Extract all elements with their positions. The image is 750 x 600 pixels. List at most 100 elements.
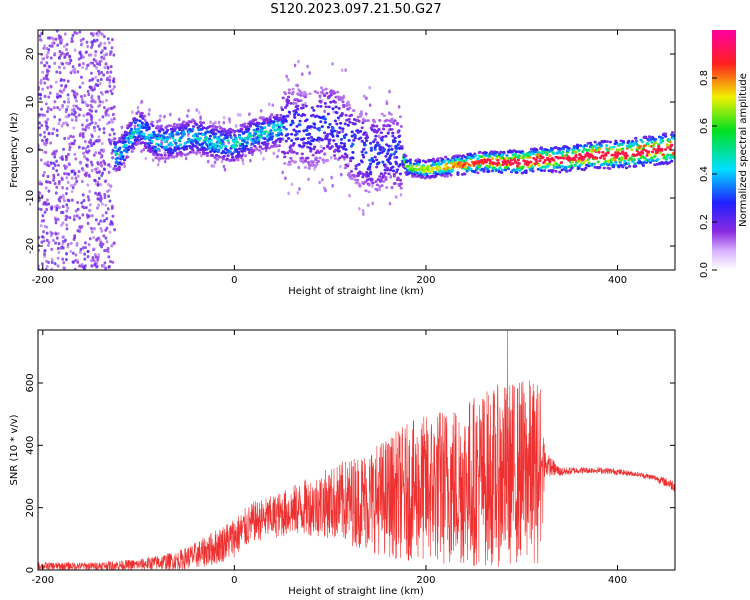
noise-cell [222, 120, 226, 125]
noise-cell [69, 183, 73, 188]
noise-cell [67, 199, 71, 203]
noise-cell [74, 115, 78, 119]
spectral-cell [113, 137, 117, 141]
noise-cell [77, 113, 81, 117]
spectral-cell [200, 144, 204, 148]
noise-cell [53, 262, 57, 266]
spectral-cell [564, 167, 568, 170]
noise-cell [81, 146, 85, 150]
spectral-cell [240, 154, 244, 158]
spectral-cell [548, 154, 552, 157]
noise-cell [90, 134, 94, 138]
spectral-cell [634, 164, 638, 168]
noise-cell [98, 151, 102, 155]
noise-cell [96, 182, 100, 187]
noise-cell [109, 184, 112, 188]
spectral-cell [641, 140, 645, 144]
spectral-cell [394, 150, 398, 154]
spectral-cell [369, 146, 373, 150]
spectral-cell [632, 158, 636, 162]
noise-cell [90, 121, 94, 125]
spectral-cell [584, 166, 588, 170]
spectral-cell [589, 143, 593, 147]
noise-cell [104, 113, 108, 117]
noise-cell [64, 61, 68, 65]
noise-cell [52, 178, 55, 182]
spectral-cell [203, 140, 207, 144]
spectral-cell [317, 126, 321, 130]
noise-cell [67, 113, 71, 117]
noise-cell [102, 127, 106, 131]
noise-cell [42, 56, 46, 61]
spectral-cell [424, 160, 428, 164]
noise-cell [70, 118, 74, 122]
spectral-cell [372, 159, 376, 163]
noise-cell [71, 260, 75, 264]
spectral-cell [332, 129, 337, 133]
noise-cell [71, 89, 74, 93]
noise-cell [100, 32, 104, 37]
noise-cell [93, 100, 97, 104]
noise-cell [52, 238, 55, 243]
spectral-cell [363, 131, 367, 135]
spectral-cell [599, 144, 603, 148]
spectral-cell [565, 170, 569, 173]
spectral-cell [385, 186, 389, 189]
spectral-cell [460, 162, 464, 166]
noise-cell [66, 93, 70, 97]
spectral-cell [375, 141, 380, 145]
spectral-cell [526, 151, 530, 155]
noise-cell [297, 165, 301, 170]
noise-cell [44, 186, 48, 190]
spectral-cell [308, 164, 312, 167]
noise-cell [108, 199, 112, 203]
spectral-cell [410, 164, 414, 168]
noise-cell [77, 57, 81, 61]
spectral-cell [312, 137, 316, 141]
noise-cell [72, 169, 75, 173]
noise-cell [46, 174, 50, 179]
noise-cell [48, 180, 52, 185]
spectral-cell [543, 158, 547, 162]
spectral-cell [535, 160, 539, 164]
spectral-cell [296, 113, 301, 117]
spectral-cell [185, 140, 190, 144]
noise-cell [65, 191, 68, 196]
noise-cell [58, 199, 62, 203]
spectral-cell [256, 127, 260, 131]
noise-cell [388, 89, 391, 94]
spectral-cell [559, 161, 563, 165]
noise-cell [110, 92, 114, 96]
spectral-cell [188, 150, 193, 154]
noise-cell [107, 107, 110, 111]
spectral-cell [348, 120, 352, 124]
noise-cell [94, 151, 98, 155]
spectral-cell [263, 130, 268, 134]
noise-cell [223, 167, 227, 172]
noise-cell [393, 155, 396, 160]
noise-cell [76, 258, 79, 262]
spectral-cell [172, 155, 176, 159]
spectral-cell [399, 182, 403, 186]
spectral-cell [554, 145, 558, 149]
noise-cell [92, 235, 96, 240]
spectral-cell [664, 134, 668, 138]
spectral-cell [444, 169, 448, 173]
noise-cell [184, 156, 188, 161]
spectral-cell [387, 144, 391, 148]
spectral-cell [166, 156, 170, 160]
spectral-cell [331, 107, 335, 110]
noise-cell [50, 267, 54, 270]
noise-cell [318, 180, 321, 185]
noise-cell [236, 112, 240, 117]
spectral-cell [460, 159, 464, 163]
noise-cell [108, 75, 112, 79]
noise-cell [88, 78, 92, 83]
spectral-cell [265, 134, 269, 138]
noise-cell [68, 54, 72, 58]
noise-cell [102, 148, 106, 152]
spectral-cell [159, 143, 163, 146]
spectral-cell [194, 132, 198, 136]
spectral-cell [168, 141, 173, 145]
